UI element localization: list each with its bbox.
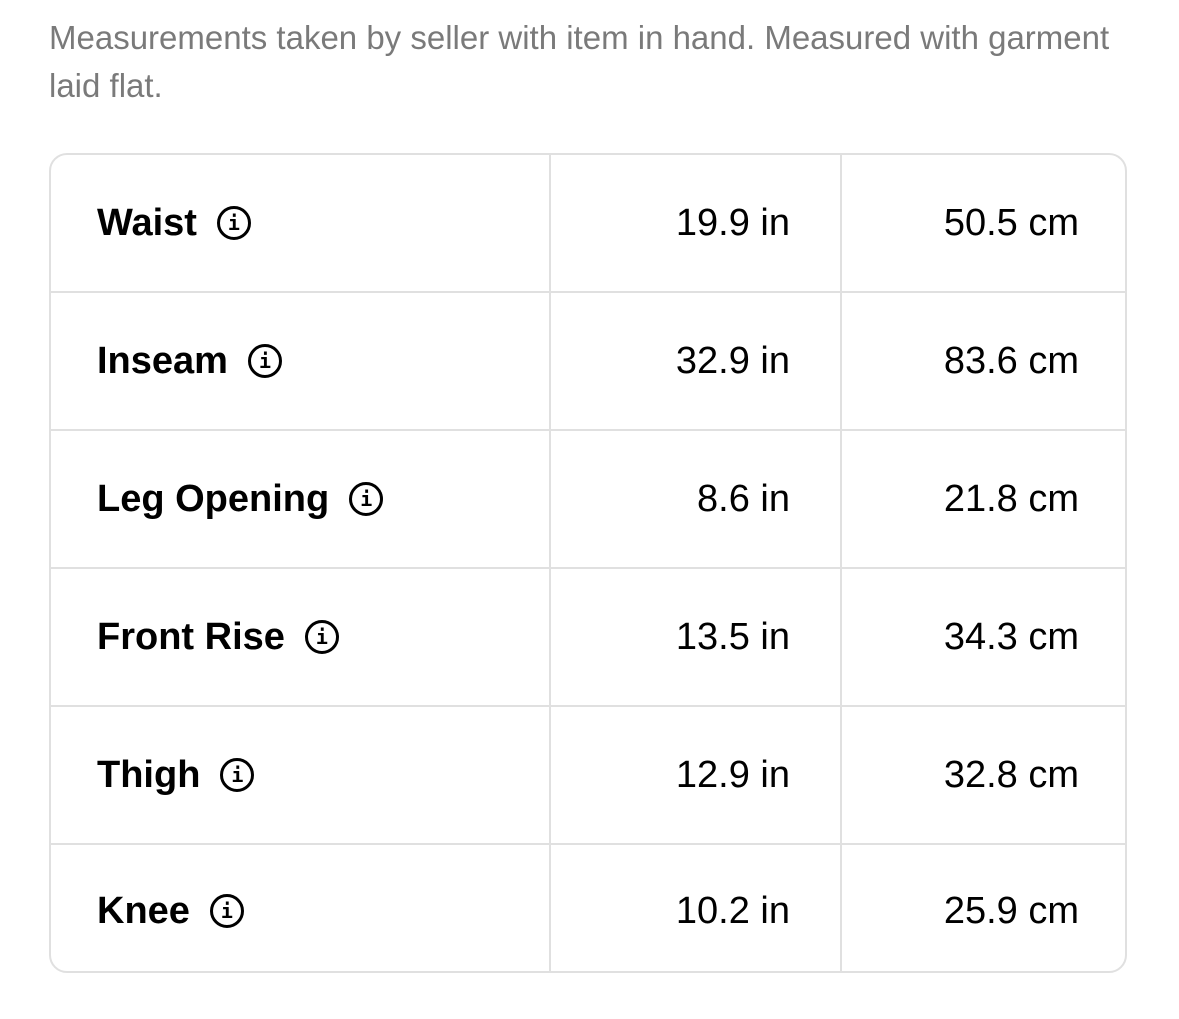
- table-row: Inseam i 32.9 in 83.6 cm: [51, 293, 1125, 431]
- measurement-label: Leg Opening: [97, 477, 330, 520]
- measurement-label-cell: Knee i: [51, 845, 551, 971]
- cm-value: 21.8 cm: [943, 477, 1079, 520]
- measurement-label: Knee: [97, 889, 190, 932]
- info-icon[interactable]: i: [247, 344, 282, 378]
- inches-value: 13.5 in: [551, 569, 842, 705]
- measurement-label-cell: Front Rise i: [51, 569, 551, 705]
- info-icon[interactable]: i: [349, 482, 384, 516]
- measurement-label-cell: Waist i: [51, 155, 551, 291]
- inches-value: 12.9 in: [551, 707, 842, 843]
- inches-value: 8.6 in: [551, 431, 842, 567]
- table-row: Waist i 19.9 in 50.5 cm: [51, 155, 1125, 293]
- table-row: Thigh i 12.9 in 32.8 cm: [51, 707, 1125, 845]
- measurement-label-cell: Inseam i: [51, 293, 551, 429]
- cm-value: 83.6 cm: [943, 339, 1079, 382]
- table-row: Leg Opening i 8.6 in 21.8 cm: [51, 431, 1125, 569]
- info-icon[interactable]: i: [304, 620, 339, 654]
- measurement-label: Thigh: [97, 753, 201, 796]
- info-icon[interactable]: i: [220, 758, 255, 792]
- info-icon[interactable]: i: [216, 206, 251, 240]
- measurement-note: Measurements taken by seller with item i…: [49, 19, 1110, 104]
- cm-value: 50.5 cm: [943, 201, 1079, 244]
- measurement-label: Waist: [97, 201, 197, 244]
- measurements-table: Waist i 19.9 in 50.5 cm Inseam i 32.9 in 8…: [49, 153, 1127, 973]
- measurement-label-cell: Leg Opening i: [51, 431, 551, 567]
- measurement-label: Front Rise: [97, 615, 285, 658]
- inches-value: 32.9 in: [551, 293, 842, 429]
- inches-value: 10.2 in: [551, 845, 842, 971]
- inches-value: 19.9 in: [551, 155, 842, 291]
- table-row: Knee i 10.2 in 25.9 cm: [51, 845, 1125, 971]
- cm-value: 34.3 cm: [943, 615, 1079, 658]
- info-icon[interactable]: i: [209, 894, 244, 928]
- measurement-label-cell: Thigh i: [51, 707, 551, 843]
- cm-value: 32.8 cm: [943, 753, 1079, 796]
- measurement-label: Inseam: [97, 339, 228, 382]
- cm-value: 25.9 cm: [943, 889, 1079, 932]
- table-row: Front Rise i 13.5 in 34.3 cm: [51, 569, 1125, 707]
